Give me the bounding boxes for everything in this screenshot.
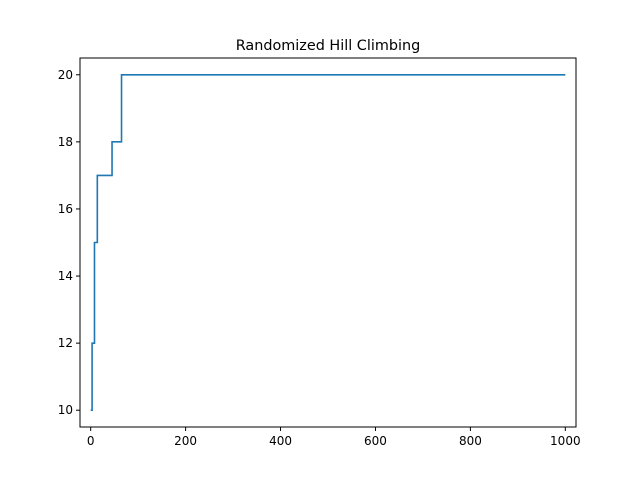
series-line	[90, 73, 566, 412]
x-tick-label: 200	[174, 434, 197, 448]
x-tick-label: 400	[269, 434, 292, 448]
x-axis: 0 200 400 600 800 1000	[87, 427, 581, 448]
y-tick-label: 14	[58, 269, 73, 283]
y-axis: 10 12 14 16 18 20	[58, 68, 80, 417]
chart-title: Randomized Hill Climbing	[236, 38, 421, 54]
axes-frame	[79, 57, 577, 428]
plot-area	[90, 73, 566, 412]
x-tick-label: 800	[459, 434, 482, 448]
y-tick-label: 10	[58, 403, 73, 417]
y-tick-label: 12	[58, 336, 73, 350]
x-tick-label: 600	[364, 434, 387, 448]
x-tick-label: 0	[87, 434, 95, 448]
y-tick-label: 20	[58, 68, 73, 82]
y-tick-label: 16	[58, 202, 73, 216]
x-tick-label: 1000	[550, 434, 581, 448]
y-tick-label: 18	[58, 135, 73, 149]
